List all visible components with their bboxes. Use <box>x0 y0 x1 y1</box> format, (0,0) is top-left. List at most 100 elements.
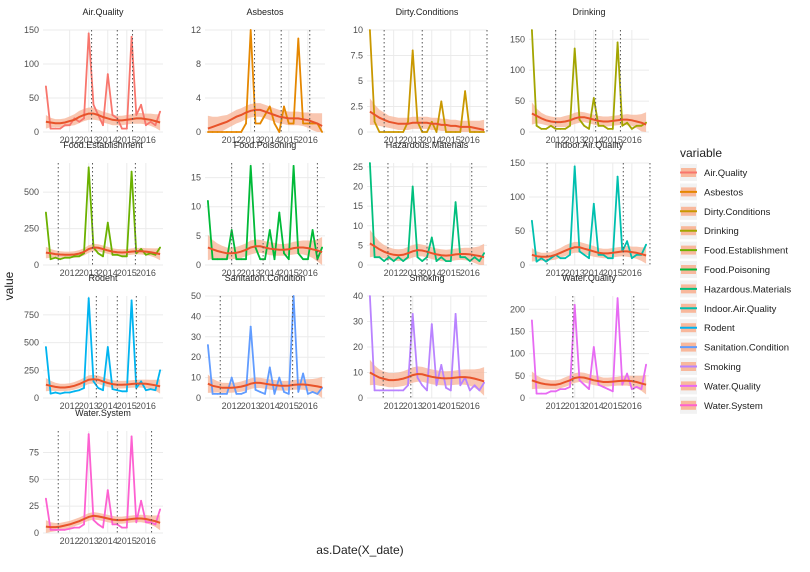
data-point <box>278 211 281 214</box>
y-tick-label: 0 <box>34 393 39 403</box>
legend: variable Air.Quality Asbestos Dirty.Condit… <box>680 146 791 414</box>
data-point <box>207 344 209 346</box>
data-point <box>373 389 376 392</box>
data-point <box>426 256 428 259</box>
data-point <box>578 250 581 253</box>
legend-item-Indoor.Air.Quality: Indoor.Air.Quality <box>680 299 777 317</box>
legend-item-Smoking: Smoking <box>680 358 741 375</box>
data-point <box>378 131 381 133</box>
trend-line <box>207 245 323 255</box>
data-point <box>611 257 614 260</box>
legend-label: Sanitation.Condition <box>704 343 789 354</box>
data-point <box>264 393 266 395</box>
data-point <box>464 256 466 259</box>
data-point <box>68 256 71 259</box>
data-point <box>278 376 281 379</box>
x-tick-label: 2015 <box>279 401 299 411</box>
data-point <box>211 393 214 395</box>
y-tick-label: 0 <box>196 127 201 137</box>
x-tick-label: 2013 <box>241 135 261 145</box>
data-point <box>102 255 104 258</box>
data-point <box>645 121 647 124</box>
data-point <box>145 521 147 524</box>
x-tick-label: 2014 <box>98 268 118 278</box>
legend-label: Rodent <box>704 323 735 334</box>
facet-title: Water.Quality <box>562 273 616 283</box>
data-point <box>297 391 300 393</box>
x-tick-label: 2015 <box>603 268 623 278</box>
data-point <box>140 380 143 383</box>
confidence-band <box>45 512 161 533</box>
data-point <box>159 110 162 113</box>
x-tick-label: 2013 <box>79 135 99 145</box>
data-point <box>402 131 405 133</box>
x-tick-label: 2012 <box>222 135 242 145</box>
data-point <box>106 489 109 491</box>
data-point <box>245 391 247 393</box>
data-point <box>78 526 81 529</box>
data-point <box>83 387 85 389</box>
data-point <box>440 100 443 103</box>
data-point <box>564 388 567 390</box>
data-point <box>73 255 76 258</box>
data-point <box>407 256 409 259</box>
data-point <box>125 390 128 393</box>
data-point <box>207 131 209 133</box>
trend-line <box>45 378 161 389</box>
data-point <box>97 387 100 389</box>
y-tick-label: 200 <box>510 304 525 314</box>
data-point <box>140 499 143 502</box>
data-point <box>535 392 538 395</box>
y-tick-label: 0 <box>520 260 525 270</box>
data-point <box>149 120 152 123</box>
y-tick-label: 0 <box>196 393 201 403</box>
y-tick-label: 50 <box>191 291 201 301</box>
data-point <box>106 221 109 224</box>
confidence-band <box>369 359 485 396</box>
data-point <box>454 131 457 133</box>
data-point <box>540 392 543 395</box>
x-tick-label: 2013 <box>565 401 585 411</box>
x-tick-label: 2016 <box>136 135 156 145</box>
data-point <box>454 313 457 315</box>
x-tick-label: 2016 <box>136 401 156 411</box>
y-tick-label: 10 <box>353 368 363 378</box>
y-axis-label: value <box>2 271 16 300</box>
data-point <box>373 256 376 259</box>
data-point <box>221 393 224 395</box>
data-point <box>97 252 100 255</box>
x-tick-label: 2014 <box>260 135 280 145</box>
data-point <box>121 390 123 393</box>
data-point <box>49 127 52 130</box>
data-point <box>564 257 567 260</box>
y-tick-label: 20 <box>353 342 363 352</box>
data-point <box>221 131 224 133</box>
data-point <box>211 131 214 133</box>
trend-line <box>45 246 161 256</box>
data-point <box>59 258 61 261</box>
data-point <box>626 372 628 375</box>
data-point <box>397 256 400 259</box>
facet-panel-Water.System: Water.System 0 25 50 75 2012 2013 2014 2015 2016 <box>29 408 163 546</box>
data-point <box>569 253 571 256</box>
data-point <box>421 131 424 133</box>
y-tick-label: 40 <box>353 291 363 301</box>
data-point <box>145 253 147 256</box>
data-point <box>449 389 452 392</box>
x-tick-label: 2014 <box>584 401 604 411</box>
x-tick-label: 2016 <box>298 268 318 278</box>
legend-item-Hazardous.Materials: Hazardous.Materials <box>680 280 791 298</box>
data-point <box>640 124 643 127</box>
facet-panel-Drinking: Drinking 0 50 100 150 2012 2013 2014 2015 2016 <box>510 7 649 145</box>
data-point <box>611 390 614 393</box>
x-tick-label: 2012 <box>222 268 242 278</box>
x-axis-label: as.Date(X_date) <box>316 543 403 557</box>
data-point <box>130 170 133 173</box>
x-tick-label: 2012 <box>546 401 566 411</box>
data-point <box>64 124 66 127</box>
data-point <box>111 388 114 390</box>
data-point <box>45 346 47 348</box>
